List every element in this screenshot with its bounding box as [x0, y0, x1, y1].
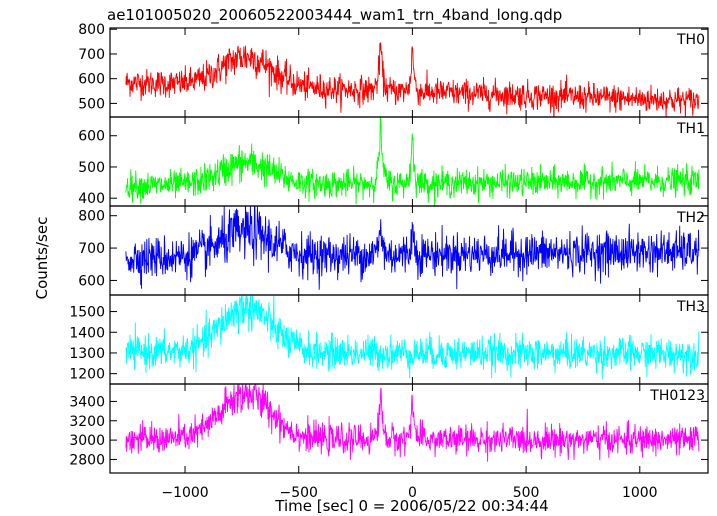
y-tick-label: 3400	[69, 394, 105, 410]
y-tick-label: 800	[78, 209, 105, 225]
x-tick-label: −500	[279, 485, 317, 501]
panels-layer: 500 600 700 800 TH0 400 500 600 TH1 600 700 800 TH2 1…	[69, 22, 709, 501]
y-tick-label: 1500	[69, 305, 105, 321]
series-line-th0	[125, 42, 700, 117]
x-tick-label: 500	[513, 485, 540, 501]
x-axis-label: Time [sec] 0 = 2006/05/22 00:34:44	[274, 497, 548, 515]
x-tick-label: 1000	[622, 485, 658, 501]
y-tick-label: 500	[78, 96, 105, 112]
panel-label: TH1	[676, 121, 705, 137]
y-tick-label: 500	[78, 160, 105, 176]
panel-th2: 600 700 800 TH2	[78, 205, 709, 296]
series-line-th1	[125, 117, 700, 206]
panel-th3: 1200 1300 1400 1500 TH3	[69, 294, 709, 385]
y-tick-label: 600	[78, 129, 105, 145]
series-line-th3	[125, 295, 700, 380]
x-tick-label: −1000	[161, 485, 208, 501]
panel-label: TH2	[676, 210, 705, 226]
panel-label: TH3	[676, 299, 705, 315]
panel-th0123: 2800 3000 3200 3400 TH0123	[69, 383, 709, 474]
panel-frame	[109, 383, 709, 474]
panel-th1: 400 500 600 TH1	[78, 116, 709, 207]
y-tick-label: 600	[78, 72, 105, 88]
x-tick-labels: −1000 −500 0 500 1000	[161, 485, 657, 501]
y-tick-label: 800	[78, 22, 105, 38]
y-tick-label: 1200	[69, 367, 105, 383]
series-line-th0123	[125, 384, 700, 462]
y-axis-label: Counts/sec	[33, 217, 51, 300]
panel-label: TH0	[676, 32, 705, 48]
y-tick-label: 3000	[69, 433, 105, 449]
y-tick-label: 1400	[69, 325, 105, 341]
x-tick-label: 0	[408, 485, 417, 501]
panel-label: TH0123	[649, 388, 705, 404]
y-tick-label: 700	[78, 241, 105, 257]
y-tick-label: 2800	[69, 452, 105, 468]
y-tick-label: 3200	[69, 414, 105, 430]
y-tick-label: 600	[78, 273, 105, 289]
chart-title: ae101005020_20060522003444_wam1_trn_4ban…	[107, 6, 562, 25]
series-line-th2	[125, 206, 700, 290]
panel-frame	[109, 116, 709, 207]
panel-th0: 500 600 700 800 TH0	[78, 22, 709, 118]
y-tick-label: 400	[78, 191, 105, 207]
y-tick-label: 1300	[69, 346, 105, 362]
y-tick-label: 700	[78, 47, 105, 63]
